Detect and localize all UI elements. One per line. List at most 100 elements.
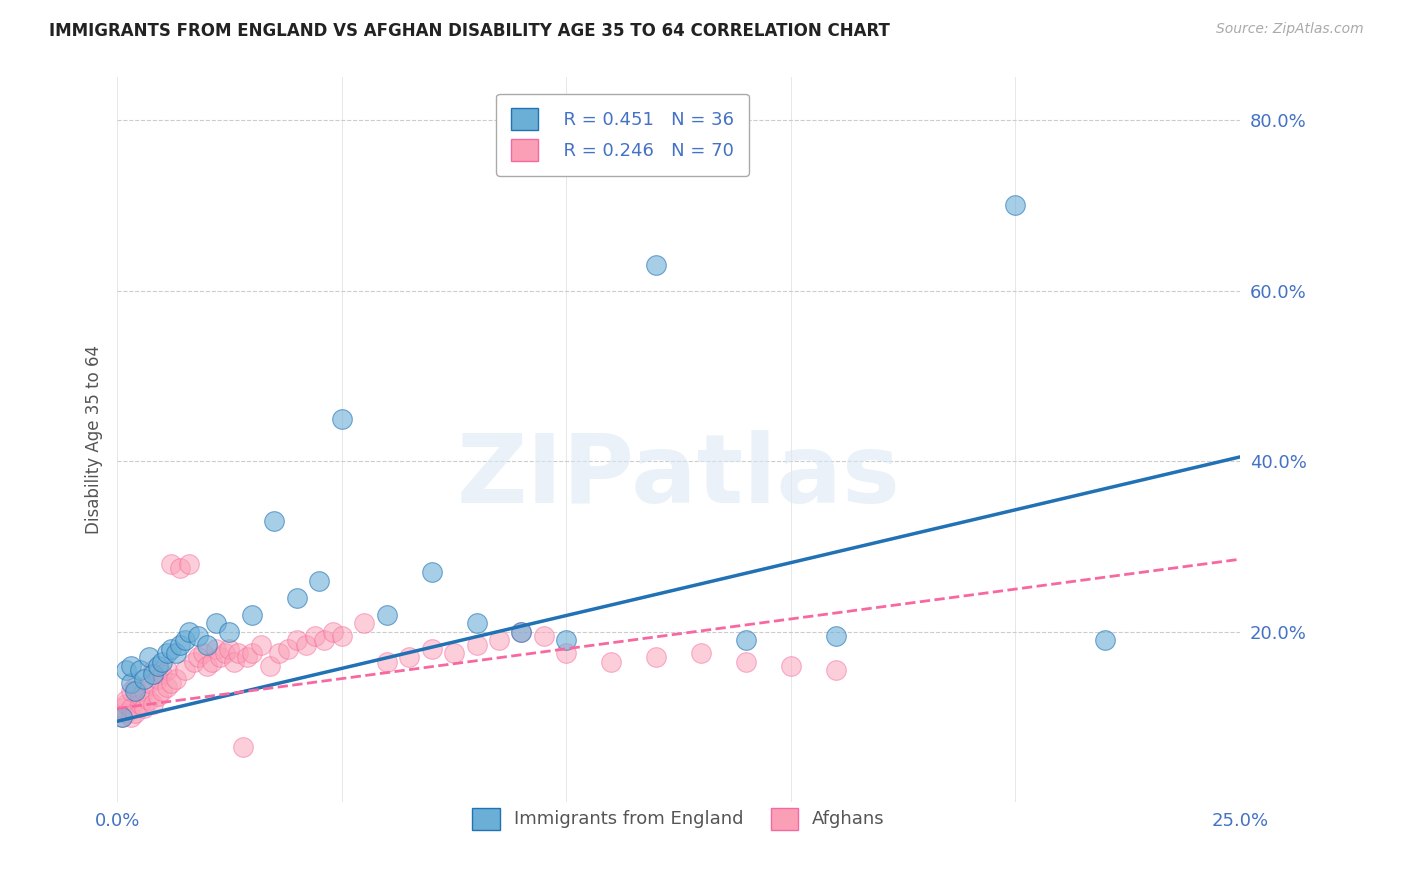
Point — [236, 650, 259, 665]
Point — [735, 633, 758, 648]
Point — [214, 646, 236, 660]
Point — [443, 646, 465, 660]
Point — [195, 638, 218, 652]
Point — [160, 641, 183, 656]
Y-axis label: Disability Age 35 to 64: Disability Age 35 to 64 — [86, 345, 103, 534]
Point — [232, 739, 254, 754]
Point — [200, 655, 222, 669]
Point — [533, 629, 555, 643]
Point — [187, 629, 209, 643]
Point — [146, 689, 169, 703]
Legend: Immigrants from England, Afghans: Immigrants from England, Afghans — [458, 793, 900, 844]
Point — [735, 655, 758, 669]
Point — [420, 565, 443, 579]
Point — [645, 258, 668, 272]
Point — [138, 650, 160, 665]
Point — [330, 629, 353, 643]
Point — [146, 658, 169, 673]
Point — [160, 557, 183, 571]
Point — [138, 693, 160, 707]
Point — [134, 701, 156, 715]
Point — [124, 706, 146, 720]
Point — [285, 633, 308, 648]
Point — [263, 514, 285, 528]
Point — [465, 638, 488, 652]
Point — [322, 624, 344, 639]
Text: Source: ZipAtlas.com: Source: ZipAtlas.com — [1216, 22, 1364, 37]
Point — [115, 697, 138, 711]
Point — [1094, 633, 1116, 648]
Point — [138, 676, 160, 690]
Point — [183, 655, 205, 669]
Point — [228, 646, 250, 660]
Point — [169, 561, 191, 575]
Point — [155, 663, 177, 677]
Point — [205, 616, 228, 631]
Point — [240, 646, 263, 660]
Point — [353, 616, 375, 631]
Point — [120, 710, 142, 724]
Point — [240, 607, 263, 622]
Point — [155, 680, 177, 694]
Text: ZIPatlas: ZIPatlas — [457, 430, 901, 523]
Text: IMMIGRANTS FROM ENGLAND VS AFGHAN DISABILITY AGE 35 TO 64 CORRELATION CHART: IMMIGRANTS FROM ENGLAND VS AFGHAN DISABI… — [49, 22, 890, 40]
Point — [690, 646, 713, 660]
Point — [111, 710, 134, 724]
Point — [308, 574, 330, 588]
Point — [250, 638, 273, 652]
Point — [142, 663, 165, 677]
Point — [187, 650, 209, 665]
Point — [824, 663, 846, 677]
Point — [209, 650, 232, 665]
Point — [259, 658, 281, 673]
Point — [177, 624, 200, 639]
Point — [124, 684, 146, 698]
Point — [510, 624, 533, 639]
Point — [150, 684, 173, 698]
Point — [165, 646, 187, 660]
Point — [465, 616, 488, 631]
Point — [173, 633, 195, 648]
Point — [295, 638, 318, 652]
Point — [155, 646, 177, 660]
Point — [173, 663, 195, 677]
Point — [115, 663, 138, 677]
Point — [134, 684, 156, 698]
Point — [177, 557, 200, 571]
Point — [222, 655, 245, 669]
Point — [169, 638, 191, 652]
Point — [824, 629, 846, 643]
Point — [128, 697, 150, 711]
Point — [510, 624, 533, 639]
Point — [128, 689, 150, 703]
Point — [160, 676, 183, 690]
Point — [488, 633, 510, 648]
Point — [218, 624, 240, 639]
Point — [165, 672, 187, 686]
Point — [1004, 198, 1026, 212]
Point — [142, 667, 165, 681]
Point — [780, 658, 803, 673]
Point — [191, 646, 214, 660]
Point — [115, 693, 138, 707]
Point — [330, 411, 353, 425]
Point — [120, 684, 142, 698]
Point — [124, 680, 146, 694]
Point — [120, 658, 142, 673]
Point — [146, 672, 169, 686]
Point — [128, 663, 150, 677]
Point — [285, 591, 308, 605]
Point — [398, 650, 420, 665]
Point — [120, 676, 142, 690]
Point — [555, 633, 578, 648]
Point — [120, 701, 142, 715]
Point — [600, 655, 623, 669]
Point — [375, 607, 398, 622]
Point — [150, 667, 173, 681]
Point — [555, 646, 578, 660]
Point — [111, 701, 134, 715]
Point — [134, 672, 156, 686]
Point — [277, 641, 299, 656]
Point — [142, 697, 165, 711]
Point — [375, 655, 398, 669]
